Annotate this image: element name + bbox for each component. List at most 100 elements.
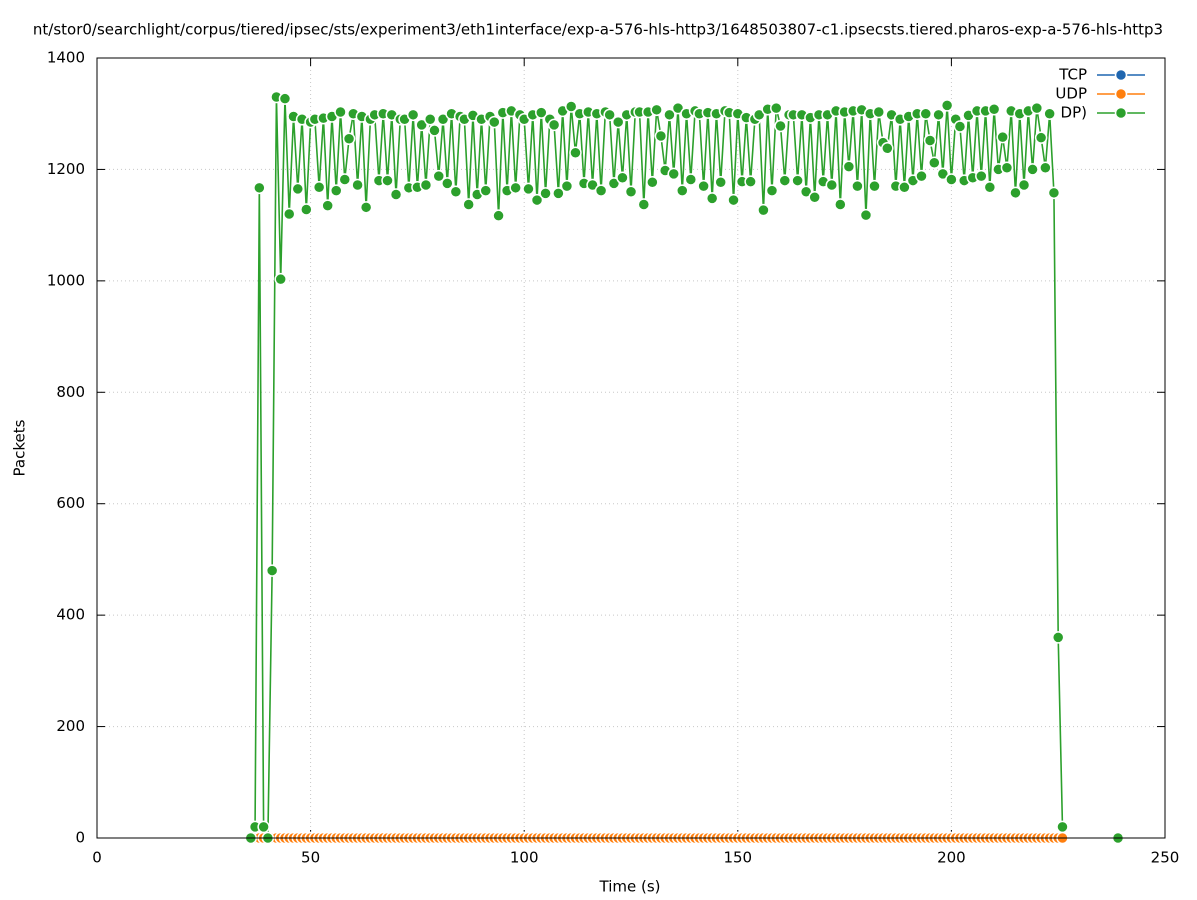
grid: 0 200 400 600 800 1000 1200 1400 0 50 100 150 200 250 xyxy=(47,49,1180,867)
data-point xyxy=(564,100,578,113)
data-point xyxy=(945,173,958,186)
data-point xyxy=(547,118,561,132)
data-point xyxy=(1034,131,1048,144)
data-point xyxy=(859,208,873,222)
data-point xyxy=(586,178,599,192)
data-point xyxy=(919,107,933,120)
data-point xyxy=(1043,107,1056,120)
data-point xyxy=(509,181,522,195)
legend-swatch-point xyxy=(1114,106,1128,120)
data-point xyxy=(278,92,292,105)
data-point xyxy=(996,130,1009,144)
x-tick-label: 250 xyxy=(1151,849,1180,867)
legend-swatch-point xyxy=(1114,68,1128,82)
data-point xyxy=(769,101,783,115)
data-point xyxy=(676,184,689,197)
data-point xyxy=(338,173,352,186)
data-point xyxy=(953,120,967,133)
x-axis-label: Time (s) xyxy=(599,878,661,896)
data-point xyxy=(607,177,621,190)
x-tick-label: 150 xyxy=(723,849,752,867)
data-point xyxy=(1030,101,1044,115)
data-point xyxy=(654,129,668,143)
data-point xyxy=(300,203,313,216)
plot-border xyxy=(96,57,1166,839)
legend-label: TCP xyxy=(1058,66,1087,84)
data-point xyxy=(611,115,625,129)
data-point xyxy=(727,193,740,207)
data-point xyxy=(799,185,813,198)
data-point xyxy=(1017,178,1031,192)
data-point xyxy=(389,188,403,201)
x-tick-label: 0 xyxy=(92,849,102,867)
data-point xyxy=(321,199,334,212)
y-axis-label: Packets xyxy=(11,419,29,476)
data-point xyxy=(1051,631,1065,644)
data-point xyxy=(449,185,463,198)
data-point xyxy=(329,184,343,197)
data-point xyxy=(419,178,433,192)
y-tick-label: 1000 xyxy=(47,271,85,289)
data-point xyxy=(594,184,608,197)
data-point xyxy=(462,198,475,211)
data-point xyxy=(1026,163,1039,176)
data-point xyxy=(752,108,766,122)
data-point xyxy=(441,177,454,190)
data-point xyxy=(983,181,997,194)
data-point xyxy=(274,272,287,286)
data-point xyxy=(423,113,437,126)
data-point xyxy=(569,146,582,159)
data-point xyxy=(560,179,574,193)
data-point xyxy=(667,167,680,181)
data-point xyxy=(432,169,446,183)
data-point xyxy=(406,108,420,122)
legend-label: DP) xyxy=(1061,104,1087,122)
legend-swatch-point xyxy=(1114,87,1128,101)
data-point xyxy=(1009,186,1022,200)
plot-area xyxy=(244,90,1125,845)
data-point xyxy=(282,207,296,221)
data-point xyxy=(381,174,394,187)
data-point xyxy=(1047,186,1061,200)
data-point xyxy=(265,564,279,577)
x-tick-label: 200 xyxy=(937,849,966,867)
data-point xyxy=(928,156,941,169)
data-point xyxy=(351,178,364,192)
data-point xyxy=(428,124,441,137)
data-point xyxy=(778,174,792,187)
data-point xyxy=(834,198,847,211)
data-point xyxy=(671,101,685,115)
data-point xyxy=(359,201,373,214)
data-point xyxy=(624,185,638,198)
data-point xyxy=(257,820,270,834)
data-point xyxy=(791,174,804,187)
y-tick-label: 800 xyxy=(56,383,85,401)
data-point xyxy=(646,175,659,189)
data-point xyxy=(415,118,428,132)
data-point xyxy=(479,184,493,197)
data-point xyxy=(714,175,727,189)
data-point xyxy=(757,203,770,217)
data-point xyxy=(975,169,988,183)
data-point xyxy=(825,178,839,192)
data-point xyxy=(535,106,548,119)
x-tick-label: 100 xyxy=(510,849,539,867)
data-point xyxy=(872,105,886,119)
data-point xyxy=(915,169,928,183)
data-point xyxy=(291,182,305,196)
data-point xyxy=(705,192,719,205)
y-tick-label: 1200 xyxy=(47,160,85,178)
data-point xyxy=(765,184,779,197)
data-point xyxy=(488,115,501,129)
data-point xyxy=(684,173,698,186)
y-tick-label: 1400 xyxy=(47,49,85,67)
data-point xyxy=(522,182,535,196)
data-point xyxy=(312,181,326,194)
data-point xyxy=(744,175,757,188)
legend-label: UDP xyxy=(1055,85,1087,103)
data-point xyxy=(898,181,911,194)
y-tick-label: 200 xyxy=(56,717,85,735)
